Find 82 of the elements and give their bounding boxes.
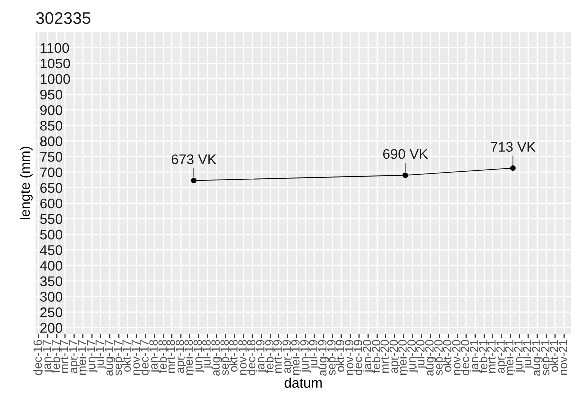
x-tick-label: nov-19 bbox=[345, 340, 354, 375]
x-tick-label: okt-20 bbox=[443, 340, 452, 372]
y-tick-label: 350 bbox=[40, 276, 63, 286]
x-tick-label: aug-20 bbox=[425, 340, 436, 376]
x-tick-label: jun-19 bbox=[300, 340, 312, 373]
y-tick-label: 650 bbox=[40, 183, 63, 194]
x-tick-label: jan-17 bbox=[42, 340, 54, 373]
x-tick-label: apr-20 bbox=[390, 340, 400, 374]
x-tick-label: mrt-18 bbox=[166, 340, 176, 373]
x-tick-label: mrt-21 bbox=[488, 340, 496, 373]
x-tick-label: sep-19 bbox=[327, 340, 338, 376]
x-tick-label: aug-17 bbox=[104, 340, 116, 376]
x-tick-label: feb-17 bbox=[52, 340, 60, 373]
x-tick-label: feb-20 bbox=[372, 340, 381, 373]
x-tick-label: mrt-19 bbox=[274, 340, 282, 373]
x-tick-label: apr-19 bbox=[282, 340, 294, 374]
y-tick-label: 850 bbox=[40, 121, 63, 131]
y-tick-label: 250 bbox=[40, 308, 63, 318]
x-tick-label: aug-21 bbox=[532, 340, 543, 376]
point bbox=[191, 178, 197, 184]
y-axis-title: lengte (mm) bbox=[20, 147, 33, 220]
x-tick-label: jul-20 bbox=[416, 340, 428, 369]
y-tick-label: 200 bbox=[40, 323, 63, 334]
x-tick-label: jan-18 bbox=[149, 340, 160, 373]
x-tick-label: mei-20 bbox=[398, 340, 407, 375]
x-tick-label: aug-19 bbox=[318, 340, 330, 376]
x-tick-label: jan-19 bbox=[256, 340, 268, 373]
x-tick-label: mrt-20 bbox=[380, 340, 390, 373]
data-label: 713 VK bbox=[491, 142, 536, 152]
x-tick-label: nov-18 bbox=[238, 340, 247, 375]
y-tick-label: 1050 bbox=[40, 58, 70, 69]
x-tick-label: nov-20 bbox=[452, 340, 461, 375]
x-tick-label: sep-21 bbox=[541, 340, 552, 376]
x-tick-label: okt-18 bbox=[229, 340, 238, 372]
x-tick-label: dec-16 bbox=[33, 340, 42, 376]
y-tick-label: 800 bbox=[40, 136, 63, 146]
x-tick-label: okt-19 bbox=[336, 340, 345, 372]
y-tick-label: 600 bbox=[40, 198, 63, 209]
x-tick-label: nov-21 bbox=[559, 340, 568, 375]
x-tick-label: sep-18 bbox=[220, 340, 232, 376]
chart-title: 302335 bbox=[36, 12, 91, 24]
x-tick-label: jul-18 bbox=[202, 340, 214, 369]
y-tick-label: 450 bbox=[40, 245, 63, 256]
x-tick-label: jun-18 bbox=[193, 340, 204, 373]
x-axis-title: datum bbox=[284, 378, 322, 388]
x-tick-label: feb-21 bbox=[479, 340, 488, 373]
x-tick-label: sep-20 bbox=[434, 340, 446, 376]
y-tick-label: 700 bbox=[40, 168, 63, 178]
x-tick-label: dec-18 bbox=[247, 340, 256, 376]
x-tick-label: nov-17 bbox=[132, 340, 140, 375]
y-tick-label: 550 bbox=[40, 214, 63, 224]
y-tick-label: 400 bbox=[40, 261, 63, 271]
data-label: 673 VK bbox=[172, 154, 217, 164]
x-tick-label: feb-18 bbox=[158, 340, 168, 373]
x-tick-label: jun-20 bbox=[407, 340, 418, 373]
point bbox=[402, 172, 408, 178]
x-tick-label: feb-19 bbox=[265, 340, 274, 373]
data-label: 690 VK bbox=[383, 149, 428, 160]
y-tick-label: 300 bbox=[40, 292, 63, 302]
x-tick-label: apr-17 bbox=[69, 340, 80, 374]
x-tick-label: jun-17 bbox=[86, 340, 98, 373]
x-tick-label: mei-19 bbox=[291, 340, 300, 375]
x-tick-label: dec-17 bbox=[140, 340, 149, 376]
x-tick-label: jul-19 bbox=[309, 340, 320, 369]
x-tick-label: okt-21 bbox=[550, 340, 558, 372]
y-tick-label: 500 bbox=[40, 230, 63, 240]
x-tick-label: jan-21 bbox=[470, 340, 481, 373]
y-tick-label: 900 bbox=[40, 106, 63, 116]
point bbox=[510, 166, 516, 172]
y-tick-label: 1000 bbox=[40, 74, 70, 84]
y-tick-label: 950 bbox=[40, 90, 63, 100]
x-tick-label: mei-17 bbox=[78, 340, 86, 375]
x-tick-label: aug-18 bbox=[212, 340, 222, 376]
y-tick-label: 1100 bbox=[40, 43, 70, 54]
x-tick-label: jan-20 bbox=[362, 340, 374, 373]
x-tick-label: jul-17 bbox=[95, 340, 106, 369]
y-tick-label: 750 bbox=[40, 152, 63, 162]
x-tick-label: mrt-17 bbox=[60, 340, 68, 373]
x-tick-label: dec-19 bbox=[354, 340, 362, 376]
x-tick-label: dec-20 bbox=[460, 340, 470, 376]
x-tick-label: apr-21 bbox=[496, 340, 508, 374]
x-tick-label: mei-21 bbox=[505, 340, 514, 375]
